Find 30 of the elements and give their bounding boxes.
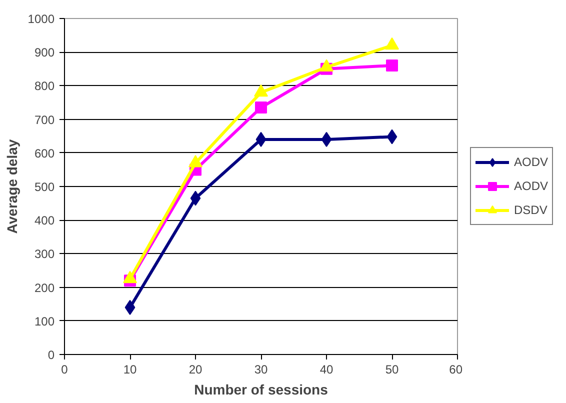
- y-tick-label: 400: [34, 214, 55, 228]
- x-tick-label: 50: [385, 362, 399, 376]
- y-tick-label: 0: [48, 348, 55, 362]
- point: [386, 60, 398, 72]
- point: [190, 190, 201, 206]
- point: [124, 300, 136, 315]
- y-tick-label: 600: [34, 146, 55, 160]
- x-tick-label: 20: [188, 362, 202, 376]
- y-tick-label: 500: [34, 180, 55, 194]
- x-tick-label: 40: [320, 362, 334, 376]
- point: [321, 132, 332, 147]
- legend-label: AODV: [514, 155, 548, 169]
- point: [386, 129, 398, 144]
- x-tick-label: 0: [61, 362, 68, 376]
- y-axis-title: Average delay: [4, 139, 20, 234]
- point: [255, 102, 267, 114]
- y-tick-label: 200: [34, 280, 55, 295]
- x-tick-label: 60: [449, 362, 463, 376]
- y-tick-label: 800: [34, 79, 55, 94]
- legend-label: AODV: [514, 179, 548, 193]
- y-tick-label: 900: [34, 46, 55, 60]
- y-tick-label: 700: [34, 112, 55, 127]
- y-tick-label: 300: [34, 247, 55, 262]
- y-tick-label: 1000: [28, 12, 55, 26]
- y-tick-label: 100: [34, 314, 55, 328]
- point: [256, 132, 266, 147]
- x-tick-label: 10: [123, 362, 137, 376]
- x-tick-label: 30: [254, 362, 268, 376]
- x-axis-title: Number of sessions: [194, 382, 328, 398]
- legend-label: DSDV: [514, 203, 548, 217]
